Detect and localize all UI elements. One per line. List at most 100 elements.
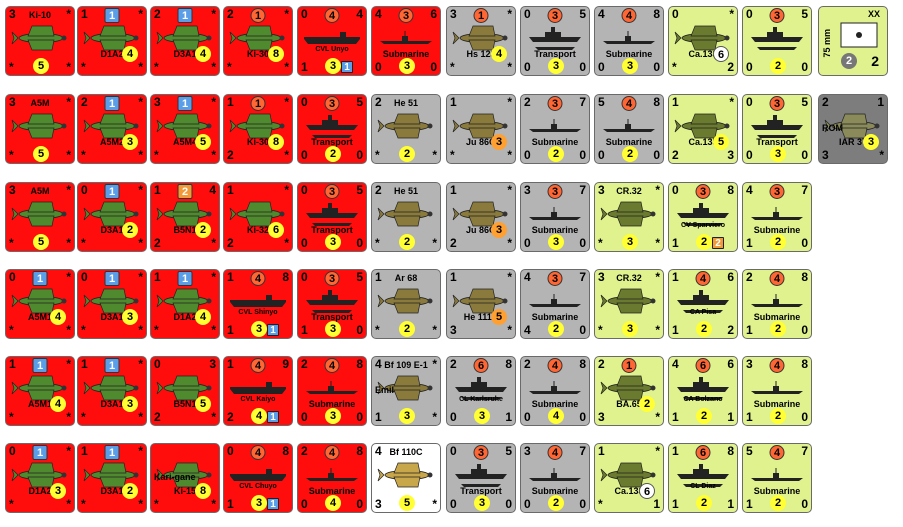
counter-cvl-shinyo[interactable]: 1 8 1 4 CVL Shinyo 3 1: [223, 269, 293, 339]
counter-he-51[interactable]: 2 * * He 51 2: [371, 182, 441, 252]
counter-a5m2[interactable]: 2 * * * 1 A5M2 3: [77, 94, 147, 164]
bottom-left-value: 0: [450, 497, 457, 511]
counter-bf-109-e-1[interactable]: 4 * 1 * Bf 109 E-1 Emil 3: [371, 356, 441, 426]
counter-ki-30[interactable]: 2 * * * 1 Ki-30 8: [223, 6, 293, 76]
counter-d3a1[interactable]: 2 * * * 1 D3A1 4: [150, 6, 220, 76]
counter-d3a1[interactable]: 1 * * * 1 D3A1 2: [77, 443, 147, 513]
counter-ca-133[interactable]: 1 * * 1 Ca.133 6: [594, 443, 664, 513]
counter-ba-65[interactable]: 2 3 * 1 BA.65 2: [594, 356, 664, 426]
counter-transport[interactable]: 0 5 0 0 3 Transport 3: [520, 6, 590, 76]
counter-bf-110c[interactable]: 4 3 * Bf 110C 5: [371, 443, 441, 513]
bottom-right-value: 1: [653, 497, 660, 511]
counter-submarine[interactable]: 4 7 1 0 3 Submarine 2: [742, 182, 812, 252]
counter-submarine[interactable]: 3 7 0 0 3 Submarine 3: [520, 182, 590, 252]
counter-ju-86g[interactable]: 1 * * * Ju 86G 3: [446, 94, 516, 164]
counter-transport[interactable]: 0 5 0 0 3 Transport 3: [297, 182, 367, 252]
counter-cvl-kaiyo[interactable]: 1 9 2 4 CVL Kaiyo 4 1: [223, 356, 293, 426]
counter-a5m1[interactable]: 1 * * * 1 A5M1 4: [5, 356, 75, 426]
range-box: 1: [32, 271, 48, 286]
counter-unit[interactable]: XX 75 mm 2 2: [818, 6, 888, 76]
bottom-left-value: *: [81, 236, 86, 250]
counter-submarine[interactable]: 5 8 0 0 4 Submarine 2: [594, 94, 664, 164]
bottom-right-value: 0: [801, 148, 808, 162]
counter-transport[interactable]: 0 5 0 0 3 Transport 3: [446, 443, 516, 513]
counter-cr-32[interactable]: 3 * * * CR.32 3: [594, 269, 664, 339]
attack-circle: 3: [769, 96, 785, 111]
top-left-value: 0: [81, 270, 88, 284]
counter-cv-sparviero[interactable]: 0 8 1 3 CV Sparviero 2 2: [668, 182, 738, 252]
counter-ki-15[interactable]: * * Ki-15 Kari-gane 8: [150, 443, 220, 513]
counter-d3a1[interactable]: 0 * * * 1 D3A1 3: [77, 269, 147, 339]
counter-cl-karlsruhe[interactable]: 2 8 0 1 6 CL Karlsruhe 3: [446, 356, 516, 426]
attack-circle: 3: [398, 8, 414, 23]
counter-transport[interactable]: 0 5 0 0 3 Transport 3: [742, 94, 812, 164]
bottom-left-value: 1: [375, 410, 382, 424]
counter-ca-pisa[interactable]: 1 6 1 2 4 CA Pisa 2: [668, 269, 738, 339]
top-right-value: 4: [209, 183, 216, 197]
counter-submarine[interactable]: 2 8 0 0 4 Submarine 4: [520, 356, 590, 426]
unit-name-label: D1A2: [173, 312, 197, 322]
counter-ca-133[interactable]: 0 * * 2 Ca.133 6: [668, 6, 738, 76]
counter-ki-32[interactable]: 1 * 2 * Ki-32 6: [223, 182, 293, 252]
counter-he-111h[interactable]: 1 * 3 * He 111H 5: [446, 269, 516, 339]
counter-submarine[interactable]: 4 8 0 0 4 Submarine 3: [594, 6, 664, 76]
counter-submarine[interactable]: 4 7 4 0 3 Submarine 2: [520, 269, 590, 339]
bottom-left-value: 1: [301, 323, 308, 337]
bottom-right-value: 0: [579, 60, 586, 74]
counter-a5m4[interactable]: 3 * * * 1 A5M4 5: [150, 94, 220, 164]
counter-ca-135[interactable]: 1 * 2 3 Ca.135 5: [668, 94, 738, 164]
counter-submarine[interactable]: 2 7 0 0 3 Submarine 2: [520, 94, 590, 164]
value-coin: 8: [268, 46, 284, 62]
counter-d1a2[interactable]: 0 * * * 1 D1A2 3: [5, 443, 75, 513]
counter-submarine[interactable]: 4 6 0 0 3 Submarine 3: [371, 6, 441, 76]
counter-submarine[interactable]: 2 8 0 0 4 Submarine 3: [297, 356, 367, 426]
counter-submarine[interactable]: 2 8 0 0 4 Submarine 4: [297, 443, 367, 513]
counter-ship[interactable]: 0 5 0 0 3 2: [742, 6, 812, 76]
counter-submarine[interactable]: 3 8 1 0 4 Submarine 2: [742, 356, 812, 426]
counter-iar-37[interactable]: 2 1 3 * IAR 37 ROM 3: [818, 94, 888, 164]
unit-name-label: Submarine: [605, 137, 653, 147]
bottom-left-value: *: [598, 236, 603, 250]
counter-ar-68[interactable]: 1 * * Ar 68 2: [371, 269, 441, 339]
counter-he-51[interactable]: 2 * * He 51 2: [371, 94, 441, 164]
top-left-value: 4: [375, 357, 382, 371]
counter-b5n1[interactable]: 1 4 2 * 2 B5N1 2: [150, 182, 220, 252]
counter-submarine[interactable]: 5 7 1 0 4 Submarine 2: [742, 443, 812, 513]
counter-ki-10[interactable]: 3 * * * Ki-10 5: [5, 6, 75, 76]
counter-cr-32[interactable]: 3 * * * CR.32 3: [594, 182, 664, 252]
attack-circle: 3: [473, 445, 489, 460]
carrier-icon: [304, 32, 360, 44]
attack-circle: 4: [769, 358, 785, 373]
counter-ca-bolzano[interactable]: 4 6 1 1 6 CA Bolzano 2: [668, 356, 738, 426]
counter-d1a2[interactable]: 1 * * * 1 D1A2 4: [150, 269, 220, 339]
bottom-right-value: *: [211, 323, 216, 337]
unit-name-label: Ju 86G: [465, 225, 496, 235]
counter-d3a1[interactable]: 1 * * * 1 D3A1 3: [77, 356, 147, 426]
counter-b5n1[interactable]: 0 3 2 * B5N1 5: [150, 356, 220, 426]
bottom-left-value: 1: [746, 236, 753, 250]
bottom-left-value: *: [227, 60, 232, 74]
bottom-right-value: 1: [727, 410, 734, 424]
aircraft-icon: [377, 375, 433, 401]
counter-a5m[interactable]: 3 * * * A5M 5: [5, 94, 75, 164]
top-left-value: 2: [154, 7, 161, 21]
counter-ju-86g[interactable]: 1 * 2 * Ju 86G 3: [446, 182, 516, 252]
counter-cl-diaz[interactable]: 1 8 1 1 6 CL Diaz 2: [668, 443, 738, 513]
counter-transport[interactable]: 0 5 0 0 3 Transport 2: [297, 94, 367, 164]
ship-icon: [677, 290, 729, 313]
counter-cvl-unyo[interactable]: 0 4 1 4 CVL Unyo 3 1: [297, 6, 367, 76]
aircraft-icon: [83, 201, 139, 227]
counter-transport[interactable]: 0 5 1 0 3 Transport 3: [297, 269, 367, 339]
counter-submarine[interactable]: 3 7 0 0 4 Submarine 2: [520, 443, 590, 513]
top-left-value: 3: [9, 183, 16, 197]
counter-d3a1[interactable]: 0 * * * 1 D3A1 2: [77, 182, 147, 252]
counter-cvl-chuyo[interactable]: 0 8 1 4 CVL Chuyo 3 1: [223, 443, 293, 513]
counter-d1a2[interactable]: 1 * * * 1 D1A2 4: [77, 6, 147, 76]
bottom-left-value: *: [375, 323, 380, 337]
counter-hs-123[interactable]: 3 * * * 1 Hs 123 4: [446, 6, 516, 76]
counter-a5m[interactable]: 3 * * * A5M 5: [5, 182, 75, 252]
unit-name-label: B5N1: [173, 225, 197, 235]
counter-submarine[interactable]: 2 8 1 0 4 Submarine 2: [742, 269, 812, 339]
counter-ki-30[interactable]: 1 * 2 * 1 Ki-30 8: [223, 94, 293, 164]
counter-a5m1[interactable]: 0 * * * 1 A5M1 4: [5, 269, 75, 339]
